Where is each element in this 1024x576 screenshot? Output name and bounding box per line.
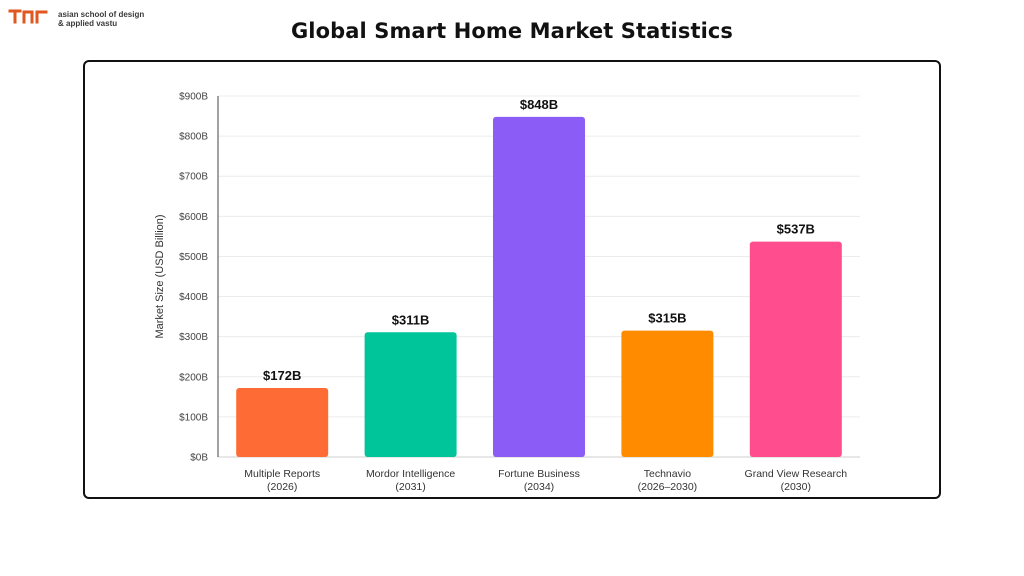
y-tick-label: $900B (179, 92, 208, 103)
bar (749, 241, 842, 457)
y-tick-label: $0B (190, 453, 208, 464)
x-tick-label: Grand View Research (745, 468, 848, 480)
x-tick-label: Multiple Reports (244, 468, 320, 480)
x-tick-label: (2026) (267, 481, 297, 493)
y-axis-title: Market Size (USD Billion) (154, 214, 166, 338)
brand-line-1: asian school of design (58, 10, 145, 19)
bar (621, 330, 714, 457)
bar-value-label: $537B (777, 222, 815, 237)
bar-value-label: $315B (648, 311, 686, 326)
y-tick-label: $700B (179, 172, 208, 183)
y-tick-label: $400B (179, 292, 208, 303)
y-tick-label: $500B (179, 252, 208, 263)
y-tick-label: $100B (179, 412, 208, 423)
y-tick-label: $600B (179, 212, 208, 223)
brand-logo: asian school of design & applied vastu (8, 8, 144, 28)
y-tick-label: $300B (179, 332, 208, 343)
x-tick-label: Mordor Intelligence (366, 468, 455, 480)
y-tick-label: $200B (179, 372, 208, 383)
bar (236, 388, 329, 457)
y-tick-label: $800B (179, 132, 208, 143)
x-tick-label: (2026–2030) (638, 481, 698, 493)
chart-title: Global Smart Home Market Statistics (290, 19, 734, 43)
x-tick-label: Technavio (644, 468, 691, 480)
bar-value-label: $848B (520, 97, 558, 112)
brand-line-2: & applied vastu (58, 19, 118, 28)
x-tick-label: (2031) (395, 481, 425, 493)
x-tick-label: (2030) (781, 481, 811, 493)
bar-value-label: $311B (392, 312, 430, 327)
bar-value-label: $172B (263, 368, 301, 383)
bar (493, 116, 585, 457)
brand-logo-mark (8, 8, 52, 24)
bar (364, 332, 457, 457)
bar-chart: $0B $100B $200B $300B $400B $500B $600B $700B $8… (154, 92, 860, 493)
brand-name: asian school of design & applied vastu (58, 10, 144, 28)
x-tick-label: (2034) (524, 481, 554, 493)
x-tick-label: Fortune Business (498, 468, 580, 480)
